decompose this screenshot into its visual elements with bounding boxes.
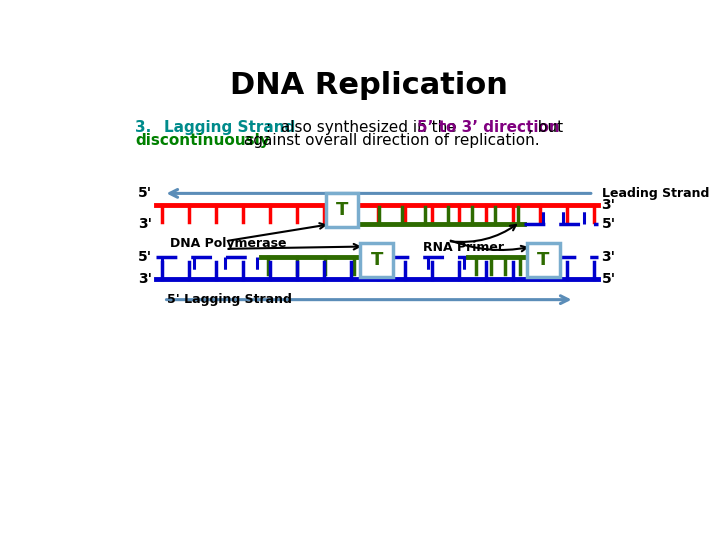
Text: Lagging Strand: Lagging Strand	[164, 120, 295, 135]
Text: 3.: 3.	[135, 120, 172, 135]
Text: :  also synthesized in the: : also synthesized in the	[266, 120, 462, 135]
Text: DNA Replication: DNA Replication	[230, 71, 508, 100]
Bar	[361, 244, 393, 278]
Text: 5': 5'	[601, 272, 616, 286]
Text: 3': 3'	[138, 272, 152, 286]
Text: 3': 3'	[138, 217, 152, 231]
Text: 5': 5'	[138, 251, 152, 264]
Bar	[325, 193, 358, 227]
Text: against overall direction of replication.: against overall direction of replication…	[239, 133, 540, 148]
Text: T: T	[336, 201, 348, 219]
Text: 3': 3'	[601, 198, 616, 212]
Text: RNA Primer: RNA Primer	[423, 241, 504, 254]
Text: Leading Strand: Leading Strand	[601, 187, 709, 200]
Text: 5': 5'	[601, 217, 616, 231]
Text: DNA Polymerase: DNA Polymerase	[170, 237, 287, 249]
Text: discontinuously: discontinuously	[135, 133, 270, 148]
Text: , but: , but	[528, 120, 563, 135]
Text: T: T	[371, 252, 383, 269]
Text: 5': 5'	[138, 186, 152, 200]
Text: T: T	[537, 252, 549, 269]
Bar	[527, 244, 559, 278]
Text: 5’ to 3’ direction: 5’ to 3’ direction	[418, 120, 560, 135]
Text: 3': 3'	[601, 251, 616, 264]
Text: 5' Lagging Strand: 5' Lagging Strand	[167, 293, 292, 306]
